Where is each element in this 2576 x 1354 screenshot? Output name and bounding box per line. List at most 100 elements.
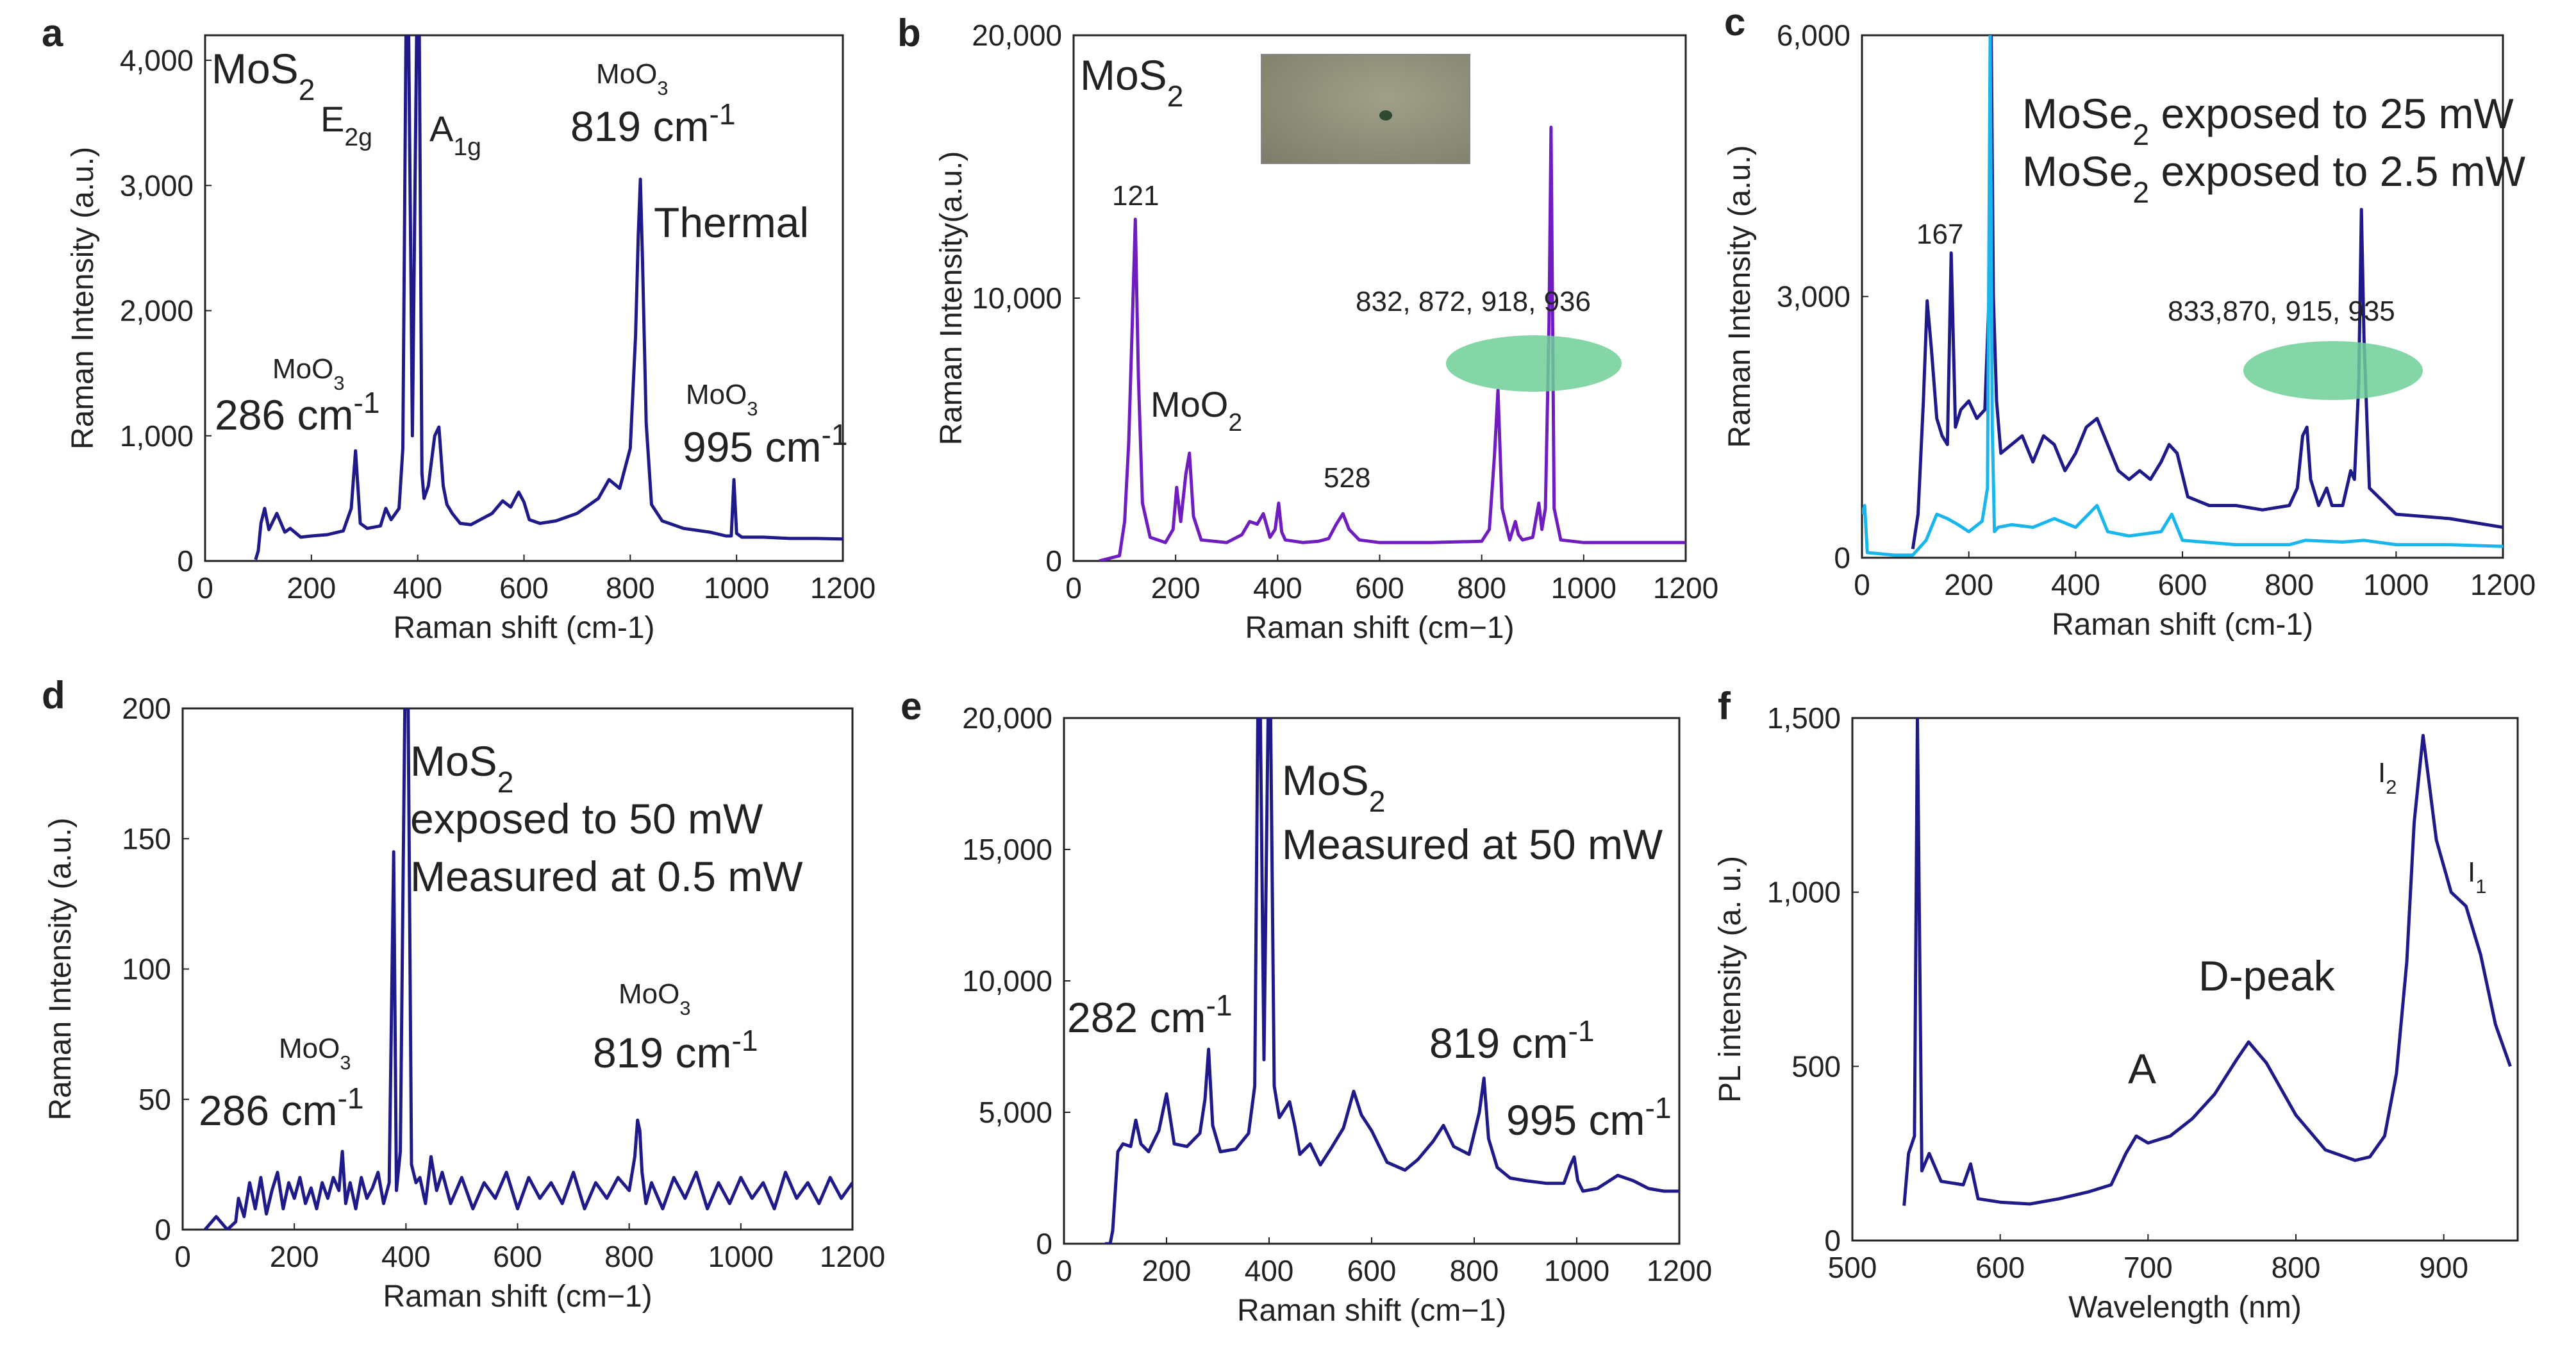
panel-c-note-tail: exposed to 25 mW — [2149, 90, 2514, 137]
panel-a-xtick-label: 800 — [606, 571, 655, 605]
panel-c-x-axis-label: Raman shift (cm-1) — [2052, 608, 2313, 642]
panel-e-note-base: Measured at 50 mW — [1282, 821, 1663, 868]
panel-e-note-sup: -1 — [1568, 1014, 1594, 1048]
panel-e-xtick-label: 1200 — [1647, 1254, 1712, 1287]
panel-b-xtick-label: 400 — [1253, 571, 1302, 605]
panel-d-x-axis-label: Raman shift (cm−1) — [383, 1280, 652, 1314]
panel-a-title: MoS2 — [212, 45, 315, 106]
panel-d-note-sub: 2 — [497, 765, 514, 799]
panel-b-x-axis-label: Raman shift (cm−1) — [1245, 611, 1514, 645]
panel-c-xtick-label: 1200 — [2470, 568, 2536, 601]
panel-b-xtick-label: 800 — [1457, 571, 1506, 605]
panel-f-note: D-peak — [2198, 952, 2336, 999]
panel-a-ytick-label: 0 — [177, 544, 194, 578]
panel-d-letter: d — [42, 674, 65, 717]
panel-e-xtick-label: 800 — [1450, 1254, 1499, 1287]
panel-e-letter: e — [901, 685, 922, 728]
panel-f-note: I1 — [2468, 857, 2486, 898]
panel-d-xtick-label: 200 — [270, 1240, 319, 1273]
panel-c-note-base: MoSe — [2022, 90, 2132, 137]
panel-c-highlight-ellipse — [2243, 341, 2423, 400]
panel-e-xtick-label: 200 — [1142, 1254, 1192, 1287]
panel-a-note-base: MoO — [596, 58, 657, 90]
panel-a-note-sub: 3 — [747, 397, 758, 420]
panel-c-note-sub: 2 — [2132, 118, 2149, 151]
panel-b-xtick-label: 1000 — [1551, 571, 1616, 605]
panel-b-highlight-ellipse — [1446, 335, 1622, 392]
panel-f-note-sub: 2 — [2386, 776, 2397, 798]
panel-e-ytick-label: 10,000 — [962, 964, 1052, 998]
panel-d-note-sup: -1 — [337, 1082, 363, 1115]
panel-b-note-base: MoO — [1151, 384, 1228, 424]
panel-f-xtick-label: 800 — [2272, 1251, 2321, 1284]
panel-e-note-sup: -1 — [1645, 1091, 1671, 1124]
panel-a-note: 995 cm-1 — [683, 418, 848, 471]
panel-a-y-axis-label: Raman Intensity (a.u.) — [66, 147, 100, 449]
panel-f-note-sub: 1 — [2475, 875, 2486, 898]
panel-a-title-sub: 2 — [299, 73, 315, 106]
panel-a-note-sub: 3 — [333, 372, 344, 394]
panel-b-note-base: 528 — [1324, 462, 1370, 494]
panel-d-note: MoO3 — [619, 978, 691, 1019]
panel-d-note-sub: 3 — [340, 1051, 351, 1074]
panel-d-xtick-label: 400 — [381, 1240, 431, 1273]
panel-d-note-base: exposed to 50 mW — [410, 795, 763, 842]
panel-a-note-sup: -1 — [821, 418, 847, 451]
panel-b-title-base: MoS — [1080, 51, 1167, 99]
panel-b-note: 832, 872, 918, 936 — [1356, 286, 1591, 317]
panel-e-note: 819 cm-1 — [1429, 1014, 1595, 1067]
panel-d-y-axis-label: Raman Intensity (a.u.) — [44, 817, 78, 1120]
panel-b-xtick-label: 200 — [1151, 571, 1201, 605]
panel-f-xtick-label: 600 — [1975, 1251, 2025, 1284]
panel-a-letter: a — [42, 12, 63, 54]
panel-d-ytick-label: 0 — [154, 1213, 171, 1246]
panel-a-note-base: MoO — [272, 353, 333, 385]
panel-a-ytick-label: 2,000 — [120, 294, 194, 328]
panel-f-note-base: D-peak — [2198, 952, 2336, 999]
panel-a-note: 286 cm-1 — [215, 386, 380, 439]
panel-d-note-sup: -1 — [731, 1024, 758, 1057]
panel-d-note: 286 cm-1 — [199, 1082, 364, 1134]
panel-d-note: Measured at 0.5 mW — [410, 853, 803, 900]
panel-f-ytick-label: 0 — [1824, 1224, 1841, 1257]
panel-f-ytick-label: 1,500 — [1767, 701, 1841, 735]
panel-a-title-base: MoS — [212, 45, 299, 92]
panel-f-letter: f — [1718, 685, 1731, 728]
panel-b-inset-image — [1261, 54, 1470, 164]
panel-b-xtick-label: 1200 — [1653, 571, 1718, 605]
panel-b-ytick-label: 0 — [1045, 544, 1062, 578]
panel-f-note-base: I — [2378, 757, 2386, 789]
panel-c-note-tail: exposed to 2.5 mW — [2149, 147, 2526, 195]
panel-d-note: MoO3 — [279, 1033, 351, 1074]
panel-c-note: 167 — [1916, 219, 1963, 250]
panel-a-xtick-label: 1000 — [704, 571, 769, 605]
panel-a-ytick-label: 4,000 — [120, 44, 194, 77]
panel-a-x-axis-label: Raman shift (cm-1) — [393, 611, 654, 645]
panel-a-note-base: MoO — [686, 379, 747, 410]
panel-b-note: MoO2 — [1151, 384, 1242, 437]
panel-a-note: MoO3 — [596, 58, 669, 99]
panel-b-note: 121 — [1112, 180, 1159, 212]
panel-e-note: MoS2 — [1282, 756, 1385, 818]
panel-d-frame — [181, 707, 854, 1231]
panel-e-ytick-label: 20,000 — [962, 701, 1052, 735]
panel-e-series-0 — [1105, 718, 1679, 1244]
panel-c-y-axis-label: Raman Intensity (a.u.) — [1723, 145, 1757, 447]
panel-f-x-axis-label: Wavelength (nm) — [2068, 1291, 2302, 1325]
panel-a-note-sub: 1g — [453, 133, 481, 161]
panel-d-note-base: 819 cm — [593, 1029, 731, 1076]
panel-e-note: 282 cm-1 — [1067, 989, 1233, 1041]
panel-c-letter: c — [1724, 1, 1745, 44]
panel-f-frame — [1851, 717, 2519, 1242]
panel-e-note-base: 282 cm — [1067, 994, 1206, 1041]
panel-f-xtick-label: 500 — [1828, 1251, 1877, 1284]
panel-c-xtick-label: 0 — [1854, 568, 1870, 601]
panel-c-note: MoSe2 exposed to 2.5 mW — [2022, 147, 2526, 209]
panel-d-ytick-label: 200 — [122, 692, 171, 725]
panel-a-note-base: Thermal — [654, 199, 809, 246]
panel-c-xtick-label: 800 — [2264, 568, 2314, 601]
panel-a-xtick-label: 600 — [499, 571, 549, 605]
panel-f-xtick-label: 700 — [2123, 1251, 2173, 1284]
panel-b-note-sub: 2 — [1228, 409, 1242, 437]
